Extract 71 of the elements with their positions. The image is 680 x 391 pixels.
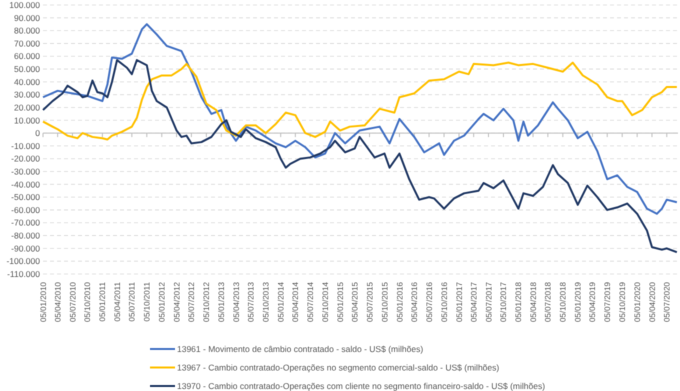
x-tick-label: 05/07/2020 [662, 281, 672, 322]
y-tick-label: 80.000 [14, 26, 40, 36]
x-tick-label: 05/01/2017 [454, 281, 464, 322]
x-tick-label: 05/04/2019 [588, 281, 598, 322]
x-tick-label: 05/04/2017 [469, 281, 478, 322]
x-tick-label: 05/07/2015 [365, 281, 374, 322]
x-tick-label: 05/07/2017 [484, 281, 494, 322]
x-tick-label: 05/01/2012 [158, 281, 167, 322]
x-tick-label: 05/10/2011 [142, 281, 152, 322]
x-tick-label: 05/07/2018 [544, 281, 553, 322]
x-tick-label: 05/04/2011 [112, 281, 122, 322]
line-series [42, 59, 678, 254]
x-tick-label: 05/10/2014 [320, 281, 330, 322]
x-tick-label: 05/01/2016 [395, 281, 404, 322]
line-series [42, 62, 678, 140]
y-tick-label: 40.000 [14, 76, 40, 87]
x-tick-label: 05/01/2015 [336, 281, 345, 322]
x-tick-label: 05/04/2020 [648, 281, 657, 322]
y-tick-label: 60.000 [14, 51, 40, 62]
x-tick-label: 05/10/2012 [202, 281, 212, 322]
y-tick-label: 90.000 [14, 12, 40, 23]
x-tick-label: 05/07/2016 [424, 281, 434, 322]
x-tick-label: 05/04/2014 [291, 281, 300, 322]
x-tick-label: 05/10/2018 [558, 281, 568, 322]
legend-label: 13967 - Cambio contratado-Operações no segmento comercial-saldo - US$ (milhões) [177, 362, 500, 372]
y-tick-label: -60.000 [11, 204, 40, 215]
x-tick-label: 05/10/2010 [83, 281, 92, 322]
x-tick-label: 05/10/2017 [499, 281, 508, 322]
y-tick-label: 70.000 [14, 38, 40, 48]
x-tick-label: 05/07/2014 [306, 281, 315, 322]
y-tick-label: 0 [35, 128, 40, 138]
y-tick-label: -70.000 [11, 218, 40, 228]
x-tick-label: 05/04/2010 [53, 281, 62, 322]
x-tick-label: 05/10/2019 [618, 281, 627, 322]
x-tick-label: 05/01/2011 [98, 281, 108, 322]
y-tick-label: 10.000 [14, 115, 40, 126]
x-tick-label: 05/07/2011 [128, 281, 137, 322]
y-tick-label: -50.000 [11, 192, 40, 202]
x-tick-label: 05/07/2010 [68, 281, 78, 322]
x-tick-label: 05/10/2016 [440, 281, 449, 322]
y-tick-label: -100.000 [6, 256, 40, 266]
x-tick-label: 05/04/2015 [350, 281, 360, 322]
x-tick-label: 05/10/2015 [380, 281, 390, 322]
y-tick-label: 50.000 [14, 64, 40, 74]
x-tick-label: 05/01/2010 [38, 281, 48, 322]
x-tick-label: 05/07/2012 [187, 281, 196, 322]
x-tick-label: 05/07/2013 [246, 281, 256, 322]
y-tick-label: -90.000 [11, 243, 40, 254]
x-tick-label: 05/01/2019 [574, 281, 583, 322]
x-tick-label: 05/04/2013 [232, 281, 241, 322]
x-tick-label: 05/07/2019 [603, 281, 612, 322]
x-tick-label: 05/04/2012 [172, 281, 182, 322]
y-tick-label: -20.000 [11, 154, 40, 164]
x-tick-label: 05/01/2018 [514, 281, 524, 322]
y-tick-label: -80.000 [11, 230, 40, 241]
legend-label: 13961 - Movimento de câmbio contratado - saldo - US$ (milhões) [177, 344, 424, 354]
y-tick-label: -40.000 [11, 179, 40, 190]
x-tick-label: 05/10/2013 [262, 281, 271, 322]
x-tick-label: 05/01/2013 [217, 281, 226, 322]
x-tick-label: 05/01/2020 [632, 281, 642, 322]
y-tick-label: -30.000 [11, 166, 40, 176]
legend-label: 13970 - Cambio contratado-Operações com cliente no segmento financeiro-saldo - US$ (milhões) [177, 380, 546, 391]
y-tick-label: 20.000 [14, 102, 40, 112]
y-tick-label: -110.000 [7, 268, 40, 279]
x-tick-label: 05/04/2018 [528, 281, 538, 322]
x-tick-label: 05/01/2014 [276, 281, 286, 322]
y-tick-label: -10.000 [11, 140, 40, 151]
y-tick-label: 100.000 [9, 0, 40, 10]
y-tick-label: 30.000 [14, 90, 40, 100]
x-tick-label: 05/04/2016 [410, 281, 420, 322]
line-series [42, 23, 678, 215]
